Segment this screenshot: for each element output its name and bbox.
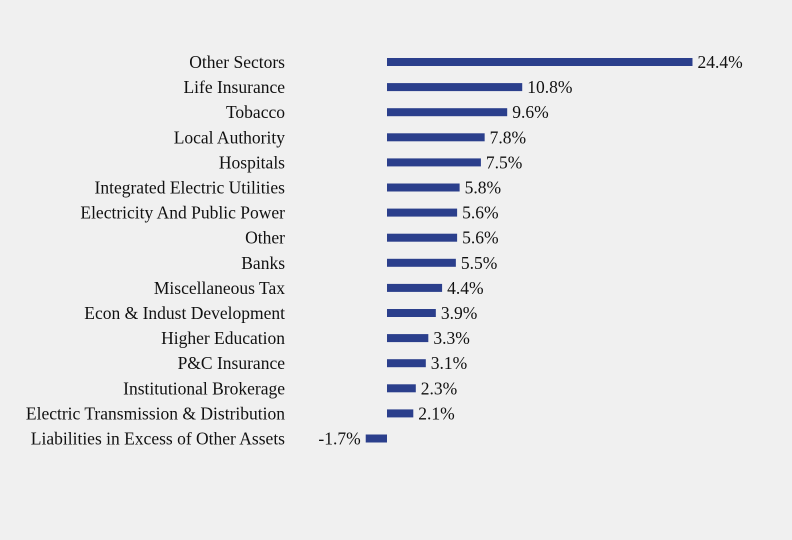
category-label: Electric Transmission & Distribution (26, 403, 285, 423)
value-label: 5.6% (462, 203, 498, 223)
category-label: Higher Education (161, 328, 285, 348)
value-label: 5.5% (461, 253, 497, 273)
category-label: Banks (241, 253, 285, 273)
value-label: 24.4% (697, 52, 742, 72)
value-label: 4.4% (447, 278, 483, 298)
category-label: Hospitals (219, 152, 285, 172)
bar (387, 108, 508, 117)
category-label: Miscellaneous Tax (154, 278, 285, 298)
bar (387, 58, 693, 66)
category-label: Local Authority (174, 127, 286, 147)
value-label: 2.1% (418, 403, 454, 423)
category-label: Life Insurance (183, 77, 285, 97)
bar (365, 434, 387, 443)
category-labels: Other Sectors Life Insurance Tobacco Local … (26, 52, 285, 449)
value-label: 3.1% (431, 353, 467, 373)
bar (387, 334, 429, 343)
bar (387, 158, 481, 167)
value-label: 3.9% (441, 303, 477, 323)
category-label: P&C Insurance (178, 353, 286, 373)
value-label: 5.8% (465, 178, 501, 198)
value-label: 9.6% (512, 102, 548, 122)
bar (387, 309, 436, 317)
value-label: 3.3% (433, 328, 469, 348)
bar (387, 83, 523, 92)
bar (387, 283, 443, 292)
category-label: Other Sectors (189, 52, 285, 72)
category-label: Tobacco (226, 102, 285, 122)
value-label: 5.6% (462, 228, 498, 248)
category-label: Econ & Indust Development (84, 303, 285, 323)
value-labels: 24.4% 10.8% 9.6% 7.8% 7.5% 5.8% 5.6% 5.6% 5.5% 4.… (318, 52, 742, 449)
bar (387, 359, 426, 368)
category-label: Integrated Electric Utilities (95, 178, 286, 198)
category-label: Electricity And Public Power (80, 203, 285, 223)
value-label: 10.8% (527, 77, 572, 97)
value-label: 7.5% (486, 152, 522, 172)
value-label: 7.8% (490, 127, 526, 147)
category-label: Liabilities in Excess of Other Assets (31, 429, 285, 449)
bar (387, 183, 460, 192)
bar (387, 258, 456, 267)
bar (387, 409, 414, 418)
bars (365, 58, 693, 443)
value-label: -1.7% (318, 429, 360, 449)
bar (387, 208, 458, 217)
bar (387, 384, 416, 393)
category-label: Other (245, 228, 285, 248)
bar (387, 233, 458, 242)
category-label: Institutional Brokerage (123, 378, 285, 398)
value-label: 2.3% (421, 378, 457, 398)
bar (387, 133, 485, 142)
